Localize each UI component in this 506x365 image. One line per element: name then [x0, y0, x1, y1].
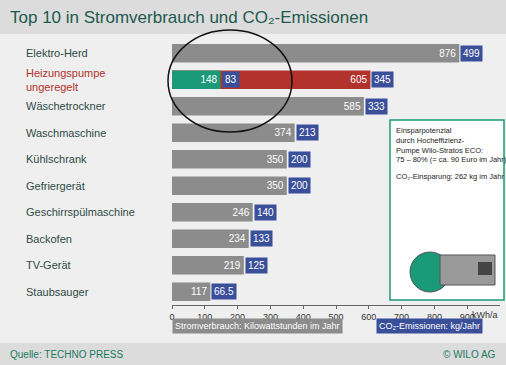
svg-text:Quelle: TECHNO PRESS: Quelle: TECHNO PRESS: [10, 349, 124, 360]
svg-text:200: 200: [291, 154, 308, 165]
svg-text:133: 133: [253, 233, 270, 244]
svg-text:345: 345: [374, 74, 391, 85]
svg-text:83: 83: [225, 74, 237, 85]
svg-text:Stromverbrauch: Kilowattstunde: Stromverbrauch: Kilowattstunden im Jahr: [175, 321, 340, 331]
svg-text:100: 100: [197, 312, 212, 322]
svg-text:700: 700: [394, 312, 409, 322]
svg-text:350: 350: [267, 154, 284, 165]
svg-text:kWh/a: kWh/a: [472, 310, 498, 320]
svg-text:900: 900: [460, 312, 475, 322]
svg-text:Einsparpotenzialdurch Hocheffi: Einsparpotenzialdurch Hocheffizienz-Pump…: [396, 126, 506, 164]
svg-text:200: 200: [291, 180, 308, 191]
svg-text:125: 125: [248, 260, 265, 271]
svg-text:TV-Gerät: TV-Gerät: [26, 259, 71, 271]
svg-text:400: 400: [296, 312, 311, 322]
svg-text:246: 246: [233, 207, 250, 218]
svg-text:499: 499: [463, 48, 480, 59]
svg-text:600: 600: [361, 312, 376, 322]
svg-text:Backofen: Backofen: [26, 233, 72, 245]
svg-text:585: 585: [344, 101, 361, 112]
svg-text:300: 300: [263, 312, 278, 322]
svg-text:Geschirrspülmaschine: Geschirrspülmaschine: [26, 206, 135, 218]
svg-text:CO₂-Einsparung: 262 kg im Jahr: CO₂-Einsparung: 262 kg im Jahr: [396, 172, 504, 181]
svg-text:219: 219: [224, 260, 241, 271]
svg-text:800: 800: [427, 312, 442, 322]
svg-text:Elektro-Herd: Elektro-Herd: [26, 47, 88, 59]
svg-text:234: 234: [229, 233, 246, 244]
svg-text:Top 10 in Stromverbrauch und C: Top 10 in Stromverbrauch und CO₂-Emissio…: [10, 8, 368, 27]
svg-text:66.5: 66.5: [214, 286, 234, 297]
svg-text:Waschmaschine: Waschmaschine: [26, 127, 106, 139]
svg-text:500: 500: [328, 312, 343, 322]
svg-text:CO₂-Emissionen: kg/Jahr: CO₂-Emissionen: kg/Jahr: [379, 321, 480, 331]
svg-text:© WILO AG: © WILO AG: [443, 349, 496, 360]
svg-text:Kühlschrank: Kühlschrank: [26, 153, 87, 165]
svg-text:Wäschetrockner: Wäschetrockner: [26, 100, 106, 112]
svg-text:213: 213: [299, 127, 316, 138]
svg-text:333: 333: [368, 101, 385, 112]
svg-text:140: 140: [257, 207, 274, 218]
svg-text:Staubsauger: Staubsauger: [26, 286, 89, 298]
svg-text:605: 605: [350, 74, 367, 85]
svg-text:200: 200: [230, 312, 245, 322]
svg-text:117: 117: [191, 286, 207, 297]
svg-text:Heizungspumpeungeregelt: Heizungspumpeungeregelt: [26, 67, 106, 93]
svg-text:350: 350: [267, 180, 284, 191]
svg-text:876: 876: [439, 48, 456, 59]
svg-text:374: 374: [275, 127, 292, 138]
svg-text:0: 0: [169, 312, 174, 322]
svg-text:Gefriergerät: Gefriergerät: [26, 180, 85, 192]
svg-text:148: 148: [200, 74, 217, 85]
